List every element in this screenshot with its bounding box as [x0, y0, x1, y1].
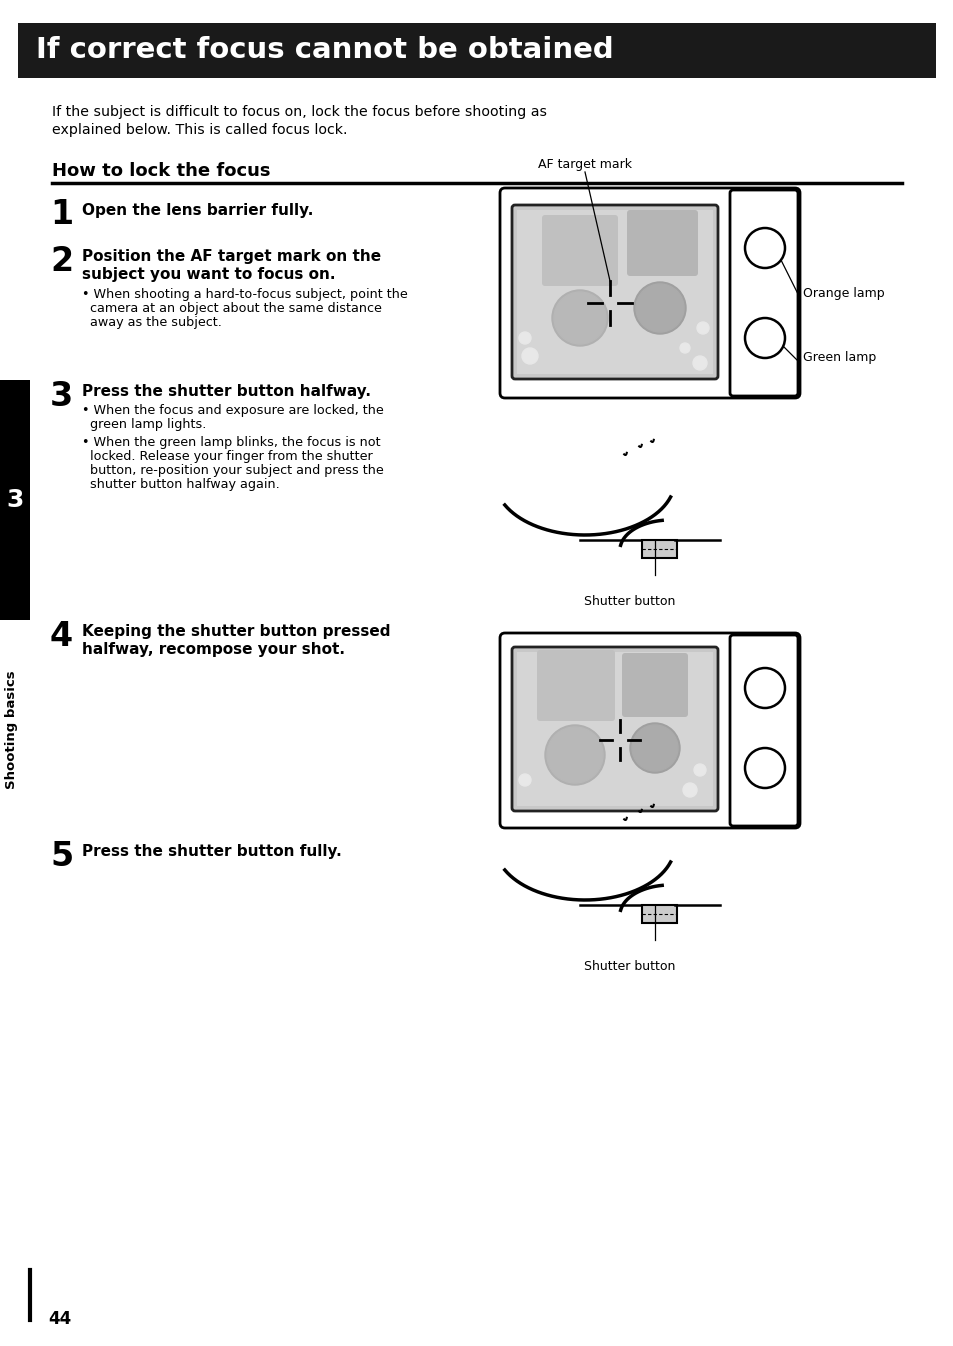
Circle shape: [518, 774, 531, 786]
Text: Press the shutter button fully.: Press the shutter button fully.: [82, 844, 341, 859]
Bar: [641, 905, 677, 923]
Text: shutter button halfway again.: shutter button halfway again.: [82, 478, 279, 491]
Circle shape: [744, 318, 784, 358]
FancyBboxPatch shape: [537, 650, 615, 721]
Text: 1: 1: [50, 198, 73, 232]
Circle shape: [546, 727, 602, 783]
Circle shape: [521, 349, 537, 363]
Text: 3: 3: [50, 380, 73, 413]
Circle shape: [692, 355, 706, 370]
Bar: [0, 380, 30, 621]
Text: halfway, recompose your shot.: halfway, recompose your shot.: [82, 642, 345, 657]
Circle shape: [544, 725, 604, 785]
Text: explained below. This is called focus lock.: explained below. This is called focus lo…: [52, 122, 347, 137]
Text: • When shooting a hard-to-focus subject, point the: • When shooting a hard-to-focus subject,…: [82, 288, 407, 302]
Text: 3: 3: [7, 489, 24, 511]
Circle shape: [634, 283, 685, 334]
FancyBboxPatch shape: [621, 653, 687, 717]
Circle shape: [636, 284, 683, 332]
Circle shape: [631, 725, 678, 771]
Text: AF target mark: AF target mark: [537, 157, 631, 171]
FancyBboxPatch shape: [541, 215, 618, 285]
Circle shape: [554, 292, 605, 345]
Text: Orange lamp: Orange lamp: [802, 287, 883, 300]
Text: camera at an object about the same distance: camera at an object about the same dista…: [82, 302, 381, 315]
FancyBboxPatch shape: [499, 188, 800, 398]
Circle shape: [693, 765, 705, 777]
Bar: [517, 651, 712, 806]
Text: Shutter button: Shutter button: [583, 595, 675, 608]
Text: Press the shutter button halfway.: Press the shutter button halfway.: [82, 384, 371, 398]
FancyBboxPatch shape: [512, 647, 718, 812]
Text: subject you want to focus on.: subject you want to focus on.: [82, 267, 335, 283]
Text: Shooting basics: Shooting basics: [6, 670, 18, 789]
Text: • When the focus and exposure are locked, the: • When the focus and exposure are locked…: [82, 404, 383, 417]
Text: If correct focus cannot be obtained: If correct focus cannot be obtained: [36, 36, 613, 65]
Text: Green lamp: Green lamp: [802, 351, 876, 365]
Text: How to lock the focus: How to lock the focus: [52, 162, 271, 180]
Circle shape: [518, 332, 531, 345]
Bar: [517, 210, 712, 374]
Text: • When the green lamp blinks, the focus is not: • When the green lamp blinks, the focus …: [82, 436, 380, 450]
Circle shape: [682, 783, 697, 797]
FancyBboxPatch shape: [626, 210, 698, 276]
FancyBboxPatch shape: [729, 635, 797, 826]
FancyBboxPatch shape: [512, 205, 718, 380]
Text: If the subject is difficult to focus on, lock the focus before shooting as: If the subject is difficult to focus on,…: [52, 105, 546, 118]
Text: Open the lens barrier fully.: Open the lens barrier fully.: [82, 203, 313, 218]
Text: green lamp lights.: green lamp lights.: [82, 419, 206, 431]
Text: button, re-position your subject and press the: button, re-position your subject and pre…: [82, 464, 383, 476]
Text: 4: 4: [50, 621, 73, 653]
Text: away as the subject.: away as the subject.: [82, 316, 222, 328]
Circle shape: [629, 723, 679, 773]
Text: Shutter button: Shutter button: [583, 960, 675, 973]
Bar: [641, 540, 677, 559]
Text: 5: 5: [50, 840, 73, 874]
Circle shape: [744, 227, 784, 268]
Circle shape: [744, 668, 784, 708]
Circle shape: [697, 322, 708, 334]
Circle shape: [679, 343, 689, 353]
Circle shape: [552, 289, 607, 346]
Text: Keeping the shutter button pressed: Keeping the shutter button pressed: [82, 625, 390, 639]
Text: Position the AF target mark on the: Position the AF target mark on the: [82, 249, 381, 264]
Text: locked. Release your finger from the shutter: locked. Release your finger from the shu…: [82, 450, 373, 463]
Text: 44: 44: [48, 1310, 71, 1329]
FancyBboxPatch shape: [499, 633, 800, 828]
Circle shape: [744, 748, 784, 787]
Bar: [18, 23, 935, 78]
Text: 2: 2: [50, 245, 73, 279]
FancyBboxPatch shape: [729, 190, 797, 396]
